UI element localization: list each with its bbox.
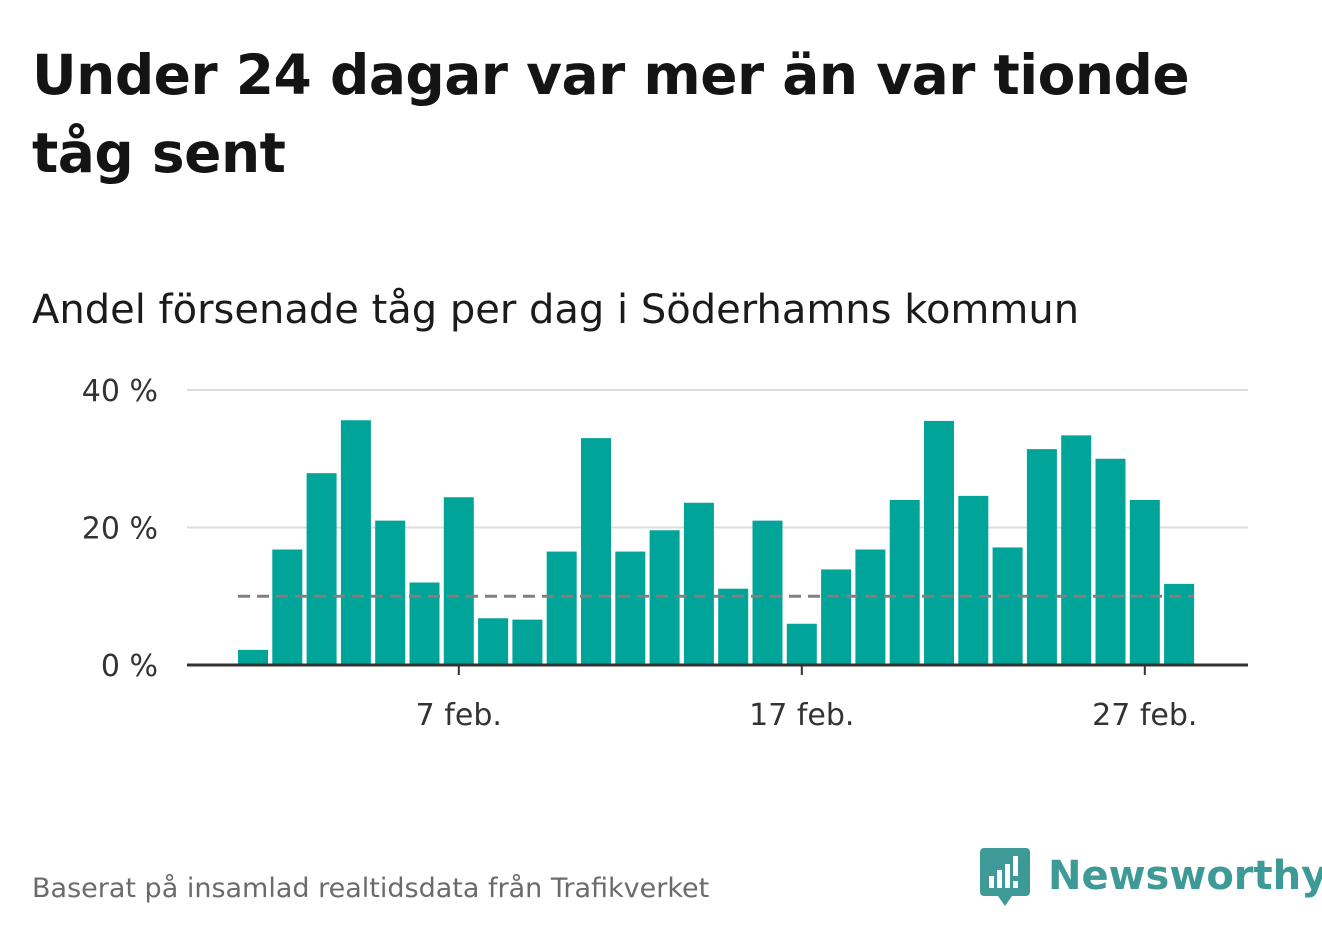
bar xyxy=(615,551,646,665)
bar xyxy=(512,619,543,665)
bar xyxy=(238,649,268,665)
y-tick-label: 0 % xyxy=(101,649,158,684)
y-tick-label: 20 % xyxy=(82,512,158,547)
bar xyxy=(443,497,474,665)
bar xyxy=(924,420,954,665)
bar xyxy=(752,520,783,665)
bar xyxy=(855,549,886,665)
bar xyxy=(1026,449,1057,665)
source-note: Baserat på insamlad realtidsdata från Tr… xyxy=(32,873,710,904)
brand-logo: Newsworthy xyxy=(980,848,1322,912)
bar xyxy=(1061,435,1092,665)
chart-title: Under 24 dagar var mer än var tionde tåg… xyxy=(32,43,1190,185)
x-tick-label: 27 feb. xyxy=(1092,698,1197,733)
bar xyxy=(958,495,989,665)
bar-chart: 0 % 20 % 40 % 7 feb. 17 feb. 27 feb. xyxy=(82,374,1248,733)
bar xyxy=(272,549,303,665)
bar xyxy=(889,500,920,665)
bar xyxy=(786,623,817,665)
bar xyxy=(821,569,852,665)
chart-subtitle: Andel försenade tåg per dag i Söderhamns… xyxy=(32,287,1080,333)
y-tick-label: 40 % xyxy=(82,374,158,409)
bar xyxy=(683,502,714,665)
bar xyxy=(1095,458,1126,665)
bar xyxy=(992,547,1023,665)
bar xyxy=(718,588,749,665)
bar xyxy=(375,520,406,665)
bar xyxy=(581,438,611,665)
bar xyxy=(1129,500,1160,665)
bar xyxy=(546,551,577,665)
bar xyxy=(306,473,337,665)
bar xyxy=(340,420,371,665)
x-tick-label: 7 feb. xyxy=(416,698,502,733)
newsworthy-logo-icon xyxy=(980,848,1030,906)
brand-name: Newsworthy xyxy=(1048,853,1322,899)
bar xyxy=(478,618,509,665)
x-tick-label: 17 feb. xyxy=(749,698,854,733)
